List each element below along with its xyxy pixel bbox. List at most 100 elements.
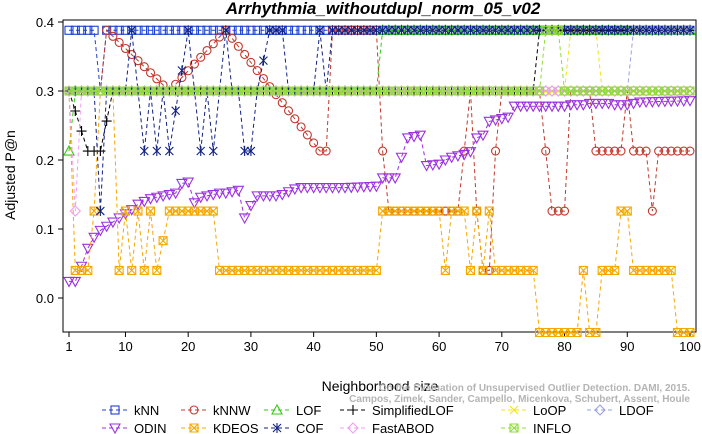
data-point xyxy=(459,25,469,36)
data-point xyxy=(246,25,256,35)
legend-marker xyxy=(347,422,359,434)
data-point xyxy=(547,206,557,216)
data-point xyxy=(120,43,131,54)
data-point xyxy=(63,276,75,288)
legend-item-loop: LoOP xyxy=(501,403,566,418)
data-point xyxy=(382,173,395,185)
data-point xyxy=(150,192,163,204)
data-point xyxy=(483,116,496,128)
data-point xyxy=(522,25,532,36)
data-point xyxy=(114,25,124,35)
data-point xyxy=(453,25,463,36)
series-layer xyxy=(63,24,696,338)
data-point xyxy=(426,160,439,171)
data-point xyxy=(578,265,588,275)
data-point xyxy=(296,25,306,35)
data-point xyxy=(666,25,676,36)
data-point xyxy=(558,101,571,113)
data-point xyxy=(175,178,188,190)
data-point xyxy=(577,100,590,111)
data-point xyxy=(458,149,471,161)
x-tick-label: 30 xyxy=(244,339,258,354)
data-point xyxy=(145,25,156,35)
data-point xyxy=(572,25,582,36)
credit-line-1: On the Evaluation of Unsupervised Outlie… xyxy=(379,383,690,394)
data-point xyxy=(240,49,250,59)
data-point xyxy=(622,25,632,36)
data-point xyxy=(127,25,137,36)
data-point xyxy=(144,194,157,205)
data-point xyxy=(309,138,319,148)
legend-marker xyxy=(348,405,358,415)
data-point xyxy=(604,25,613,36)
data-point xyxy=(265,25,275,36)
data-point xyxy=(106,217,119,229)
data-point xyxy=(339,183,351,194)
data-point xyxy=(685,25,695,36)
data-point xyxy=(145,68,156,78)
data-point xyxy=(208,25,218,35)
data-point xyxy=(472,206,482,216)
series-line xyxy=(69,100,691,282)
data-point xyxy=(177,65,187,76)
data-point xyxy=(321,146,331,156)
data-point xyxy=(139,265,149,275)
legend-item-inflo: INFLO xyxy=(501,421,571,434)
data-point xyxy=(282,187,295,198)
data-point xyxy=(520,101,533,113)
data-point xyxy=(251,191,264,203)
data-point xyxy=(258,25,269,35)
data-point xyxy=(635,25,645,36)
data-point xyxy=(376,173,389,185)
data-point xyxy=(414,130,427,142)
x-tick-label: 70 xyxy=(495,339,509,354)
data-point xyxy=(114,37,124,47)
data-point xyxy=(208,146,218,157)
legend-item-kdeos: KDEOS xyxy=(181,421,259,434)
data-point xyxy=(276,189,289,201)
data-point xyxy=(490,146,501,156)
data-point xyxy=(70,106,81,117)
data-point xyxy=(290,114,300,124)
data-point xyxy=(472,25,482,36)
data-point xyxy=(351,182,364,194)
data-point xyxy=(357,182,370,193)
data-point xyxy=(127,50,137,60)
data-point xyxy=(583,98,596,110)
data-point xyxy=(428,25,438,36)
data-point xyxy=(277,98,287,108)
data-point xyxy=(516,25,526,36)
legend-item-fastabod: FastABOD xyxy=(340,421,434,434)
legend-marker xyxy=(509,423,519,433)
data-point xyxy=(666,146,676,156)
data-point xyxy=(64,25,74,35)
data-point xyxy=(359,25,369,36)
data-point xyxy=(113,213,126,225)
data-point xyxy=(69,205,82,217)
data-point xyxy=(152,265,162,275)
data-point xyxy=(95,206,105,217)
data-point xyxy=(69,276,82,288)
data-point xyxy=(157,191,170,203)
data-point xyxy=(654,25,664,36)
legend-label: INFLO xyxy=(533,421,571,434)
data-point xyxy=(660,146,670,156)
legend-item-simplifiedlof: SimplifiedLOF xyxy=(340,403,454,418)
data-point xyxy=(257,191,270,203)
legend-item-lof: LOF xyxy=(264,403,321,418)
data-point xyxy=(221,25,231,36)
data-point xyxy=(597,25,607,36)
data-point xyxy=(434,206,444,216)
data-point xyxy=(313,183,326,194)
data-point xyxy=(640,97,653,109)
data-point xyxy=(145,206,156,216)
data-point xyxy=(196,52,206,62)
data-point xyxy=(246,57,256,68)
data-point xyxy=(591,146,601,156)
data-point xyxy=(263,191,276,203)
data-point xyxy=(139,146,149,157)
data-point xyxy=(81,243,94,255)
data-point xyxy=(390,25,400,36)
data-point xyxy=(244,200,257,212)
data-point xyxy=(684,85,696,97)
